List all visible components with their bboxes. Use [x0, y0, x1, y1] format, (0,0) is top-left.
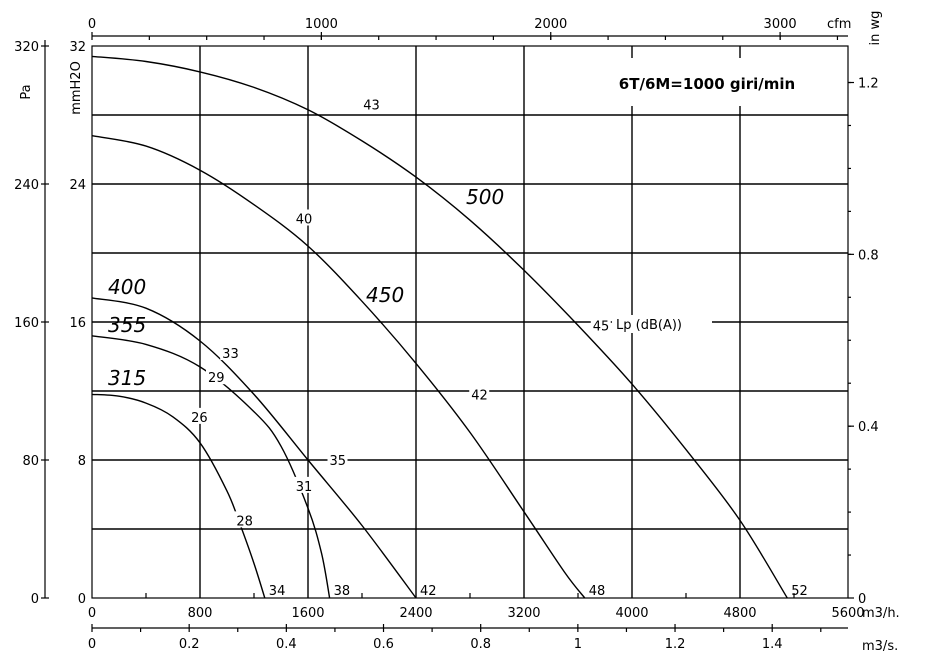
m3s-tick-label: 0	[88, 637, 96, 652]
cfm-tick-label: 2000	[534, 17, 567, 32]
pa-tick-label: 160	[14, 316, 39, 331]
lp-label-bg	[327, 451, 348, 467]
lp-value-label: 42	[471, 388, 488, 403]
mmh2o-tick-label: 24	[69, 178, 86, 193]
lp-label-bg	[189, 407, 210, 424]
m3s-tick-label: 1.4	[762, 637, 783, 652]
m3s-tick-label: 1	[574, 637, 582, 652]
curve-450	[91, 135, 586, 599]
unit-cfm: cfm	[827, 17, 851, 32]
mmh2o-tick-label: 8	[78, 454, 86, 469]
model-label-400: 400	[108, 275, 146, 299]
title-box	[583, 58, 831, 106]
inwg-tick-label: 0.4	[858, 420, 879, 435]
m3h-tick-label: 800	[188, 606, 213, 621]
lp-label-bg	[293, 209, 314, 226]
lp-value-label: 40	[296, 213, 313, 228]
lp-value-label: 38	[334, 584, 351, 599]
lp-value-label: 35	[330, 454, 347, 469]
curve-400	[91, 297, 417, 599]
unit-mmh2o: mmH2O	[69, 61, 84, 115]
lp-label-bg	[234, 511, 255, 528]
cfm-tick-label: 1000	[305, 17, 338, 32]
m3h-tick-label: 5600	[831, 606, 864, 621]
unit-pa: Pa	[19, 84, 34, 99]
m3h-tick-label: 1600	[291, 606, 324, 621]
pa-tick-label: 80	[22, 454, 39, 469]
curve-355	[91, 335, 331, 599]
grid	[41, 32, 854, 632]
m3h-tick-label: 3200	[507, 606, 540, 621]
mmh2o-tick-label: 16	[69, 316, 86, 331]
pa-tick-label: 0	[31, 592, 39, 607]
unit-m3h: m3/h.	[862, 606, 900, 621]
lp-label-bg	[590, 316, 611, 333]
cfm-tick-label: 0	[88, 17, 96, 32]
lp-label-bg	[469, 385, 490, 402]
lp-label-bg	[220, 344, 241, 361]
curve-500	[91, 55, 788, 599]
lp-value-label: 31	[296, 480, 313, 495]
model-label-355: 355	[108, 313, 146, 337]
unit-in-wg: in wg	[868, 11, 883, 46]
unit-m3s: m3/s.	[862, 639, 898, 653]
lp-label-bg	[206, 368, 226, 385]
pa-tick-label: 240	[14, 178, 39, 193]
lp-value-label: 42	[420, 584, 437, 599]
performance-curves	[91, 55, 788, 599]
inwg-tick-label: 1.2	[858, 77, 879, 92]
m3s-tick-label: 0.2	[179, 637, 200, 652]
lp-value-label: 26	[191, 411, 208, 426]
cfm-tick-label: 3000	[764, 17, 797, 32]
inwg-tick-label: 0.8	[858, 248, 879, 263]
lp-value-label: 28	[236, 514, 253, 529]
mmh2o-tick-label: 32	[69, 40, 86, 55]
lp-value-label: 29	[208, 371, 225, 386]
model-label-500: 500	[466, 185, 504, 209]
lp-value-label: 45	[593, 319, 610, 334]
model-label-315: 315	[108, 366, 146, 390]
m3s-tick-label: 1.2	[665, 637, 686, 652]
inwg-tick-label: 0	[858, 592, 866, 607]
chart-title: 6T/6M=1000 giri/min	[619, 75, 795, 93]
lp-value-label: 43	[363, 99, 380, 114]
lp-value-label: 33	[222, 347, 239, 362]
m3h-tick-label: 0	[88, 606, 96, 621]
lp-value-label: 52	[791, 584, 808, 599]
m3s-tick-label: 0.6	[373, 637, 394, 652]
lp-unit-label: Lp (dB(A))	[616, 318, 682, 333]
lp-label-bg	[361, 95, 382, 112]
m3h-tick-label: 4000	[615, 606, 648, 621]
m3s-tick-label: 0.4	[276, 637, 297, 652]
m3s-tick-label: 0.8	[470, 637, 491, 652]
pa-tick-label: 320	[14, 40, 39, 55]
m3h-tick-label: 2400	[399, 606, 432, 621]
lp-value-label: 48	[589, 584, 606, 599]
lp-unit-bg	[612, 315, 712, 333]
curve-315	[91, 393, 266, 599]
model-label-450: 450	[366, 283, 404, 307]
lp-label-bg	[293, 476, 314, 493]
m3h-tick-label: 4800	[723, 606, 756, 621]
lp-value-label: 34	[269, 584, 286, 599]
mmh2o-tick-label: 0	[78, 592, 86, 607]
